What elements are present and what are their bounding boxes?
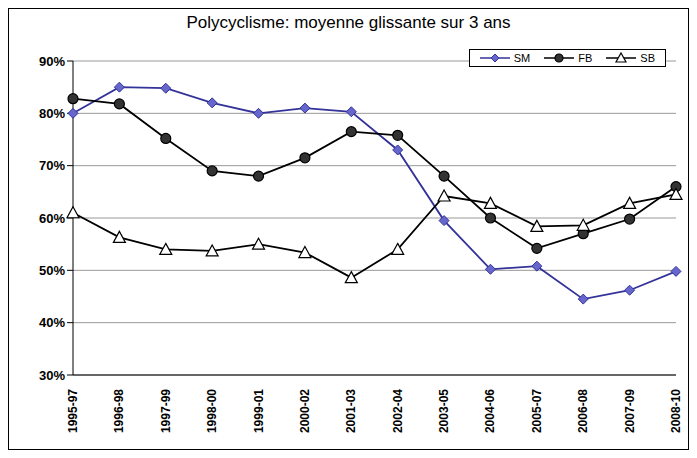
html-text:Polycyclisme: moyenne glissant: Polycyclisme: moyenne glissante sur 3 an…	[186, 13, 511, 32]
svg-text:60%: 60%	[39, 211, 65, 226]
svg-text:1996-98: 1996-98	[112, 389, 126, 433]
svg-text:80%: 80%	[39, 106, 65, 121]
svg-text:2002-04: 2002-04	[391, 389, 405, 433]
svg-text:30%: 30%	[39, 368, 65, 383]
svg-text:2006-08: 2006-08	[576, 389, 590, 433]
svg-text:70%: 70%	[39, 158, 65, 173]
svg-text:50%: 50%	[39, 263, 65, 278]
svg-text:90%: 90%	[39, 54, 65, 69]
svg-text:40%: 40%	[39, 315, 65, 330]
svg-text:2008-10: 2008-10	[669, 389, 683, 433]
svg-text:1999-01: 1999-01	[252, 389, 266, 433]
svg-text:2000-02: 2000-02	[298, 389, 312, 433]
svg-text:2004-06: 2004-06	[483, 389, 497, 433]
html-text:SB: SB	[640, 52, 655, 64]
svg-text:2005-07: 2005-07	[530, 389, 544, 433]
svg-text:1995-97: 1995-97	[66, 389, 80, 433]
svg-text:1998-00: 1998-00	[205, 389, 219, 433]
svg-text:2003-05: 2003-05	[437, 389, 451, 433]
html-text:SM: SM	[513, 52, 531, 64]
svg-text:2001-03: 2001-03	[344, 389, 358, 433]
svg-text:2007-09: 2007-09	[623, 389, 637, 433]
html-text:FB: FB	[578, 52, 593, 64]
svg-text:1997-99: 1997-99	[159, 389, 173, 433]
